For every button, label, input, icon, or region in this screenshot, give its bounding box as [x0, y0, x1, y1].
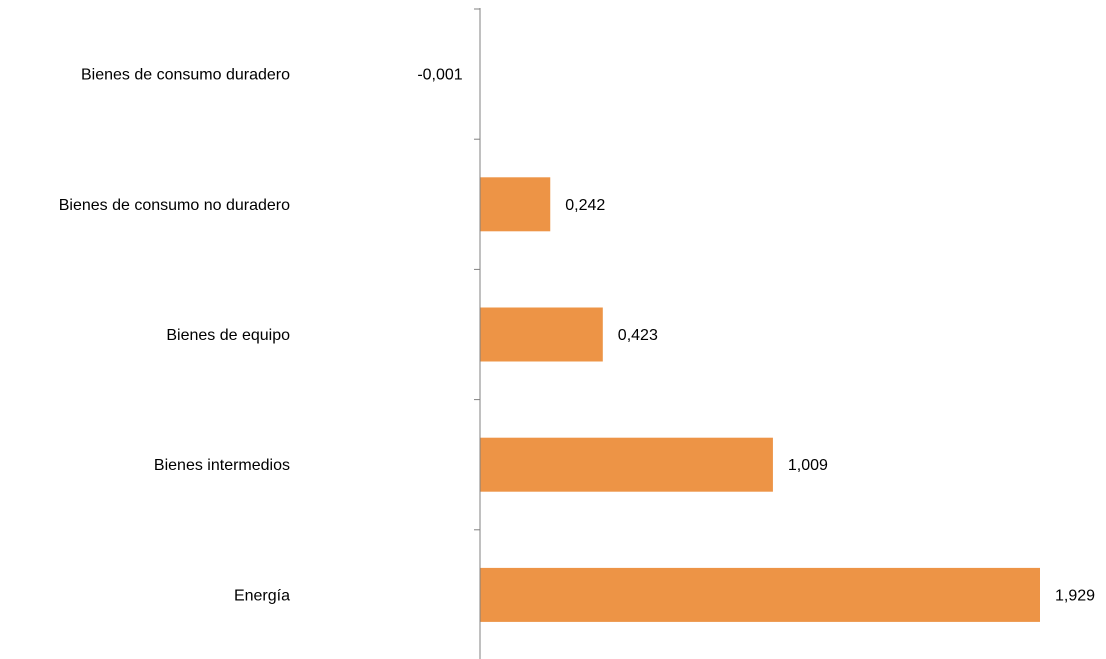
bar-4 — [480, 567, 1040, 622]
bars-layer — [479, 47, 1040, 622]
value-label: 1,929 — [1055, 587, 1095, 604]
category-label: Bienes de consumo duradero — [81, 67, 290, 84]
value-label: -0,001 — [417, 67, 462, 84]
category-axis — [474, 8, 481, 659]
value-label: 0,242 — [565, 197, 605, 214]
category-label: Bienes intermedios — [154, 457, 290, 474]
value-label: 1,009 — [788, 457, 828, 474]
bar-3 — [480, 437, 773, 492]
bar-1 — [480, 177, 551, 232]
labels-layer: Bienes de consumo duradero -0,001 Bienes d… — [59, 67, 1095, 605]
category-label: Bienes de consumo no duradero — [59, 197, 290, 214]
category-label: Energía — [234, 587, 290, 604]
value-label: 0,423 — [618, 327, 658, 344]
bar-2 — [480, 307, 603, 362]
category-label: Bienes de equipo — [166, 327, 290, 344]
